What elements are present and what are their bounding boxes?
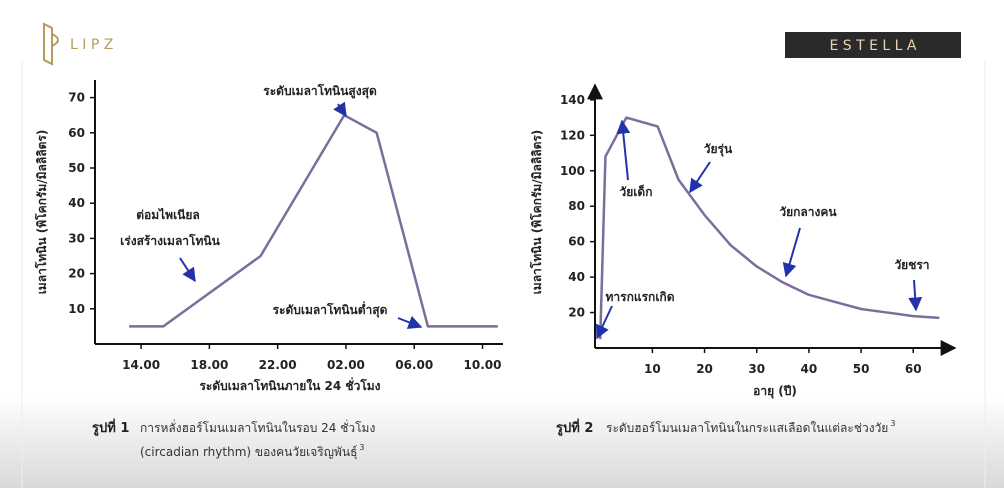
y-tick-label: 50 (68, 161, 85, 175)
annotation: วัยเด็ก (620, 184, 653, 199)
annotation: วัยรุ่น (704, 142, 733, 157)
y-tick-label: 10 (68, 302, 85, 316)
y-tick-label: 40 (68, 196, 85, 210)
caption-line: ระดับฮอร์โมนเมลาโทนินในกระแสเลือดในแต่ละ… (606, 421, 888, 435)
caption-footnote: 3 (890, 419, 895, 428)
y-tick-label: 30 (68, 231, 85, 245)
caption-line: การหลั่งฮอร์โมนเมลาโทนินในรอบ 24 ชั่วโมง (140, 419, 375, 435)
logo-icon (43, 22, 59, 66)
x-tick-label: 02.00 (327, 358, 365, 372)
x-tick-label: 10 (644, 362, 661, 376)
y-tick-label: 40 (568, 270, 585, 284)
y-tick-label: 20 (68, 267, 85, 281)
x-tick-label: 14.00 (122, 358, 160, 372)
y-axis-title: เมลาโทนิน (พิโคกรัม/มิลลิลิตร) (529, 130, 544, 295)
annotation: ระดับเมลาโทนินต่ำสุด (273, 301, 388, 318)
logo-right: E S T E L L A (829, 38, 916, 54)
caption-label: รูปที่ 2 (556, 418, 593, 436)
y-tick-label: 140 (560, 93, 585, 107)
x-tick-label: 06.00 (395, 358, 433, 372)
x-tick-label: 50 (853, 362, 870, 376)
footer-band (0, 395, 1004, 488)
y-tick-label: 120 (560, 128, 585, 142)
annotation: วัยกลางคน (779, 205, 837, 219)
caption-line: (circadian rhythm) ของคนวัยเจริญพันธุ์ (140, 445, 357, 460)
y-tick-label: 20 (568, 306, 585, 320)
annotation-arrow (596, 305, 613, 340)
y-tick-label: 60 (568, 235, 585, 249)
x-tick-label: 20 (696, 362, 713, 376)
caption-label: รูปที่ 1 (92, 418, 129, 436)
x-tick-label: 18.00 (190, 358, 228, 372)
annotation-arrow (179, 257, 196, 283)
x-tick-label: 60 (905, 362, 922, 376)
x-tick-label: 10.00 (464, 358, 502, 372)
logo-left: L I P Z (70, 37, 113, 53)
annotation-arrow (333, 101, 347, 118)
caption-footnote: 3 (359, 443, 364, 452)
x-tick-label: 40 (801, 362, 818, 376)
annotation: เร่งสร้างเมลาโทนิน (120, 233, 220, 248)
annotation-arrow (782, 227, 801, 278)
y-tick-label: 100 (560, 164, 585, 178)
annotation: ระดับเมลาโทนินสูงสุด (263, 83, 377, 99)
annotation: ทารกแรกเกิด (606, 290, 675, 304)
annotation-arrow (908, 279, 923, 312)
y-tick-label: 60 (68, 126, 85, 140)
data-line (598, 116, 940, 340)
y-tick-label: 80 (568, 199, 585, 213)
x-axis-title: อายุ (ปี) (753, 384, 797, 399)
annotation-arrow (616, 119, 631, 181)
annotation: ต่อมไพเนียล (136, 207, 200, 222)
x-axis-title: ระดับเมลาโทนินภายใน 24 ชั่วโมง (199, 377, 380, 393)
y-axis-title: เมลาโทนิน (พิโคกรัม/มิลลิลิตร) (34, 130, 49, 295)
logo-box (785, 32, 961, 58)
annotation-arrow (397, 315, 423, 329)
x-tick-label: 22.00 (259, 358, 297, 372)
annotation: วัยชรา (894, 258, 929, 272)
y-tick-label: 70 (68, 91, 85, 105)
annotation-arrow (689, 161, 711, 194)
x-tick-label: 30 (748, 362, 765, 376)
